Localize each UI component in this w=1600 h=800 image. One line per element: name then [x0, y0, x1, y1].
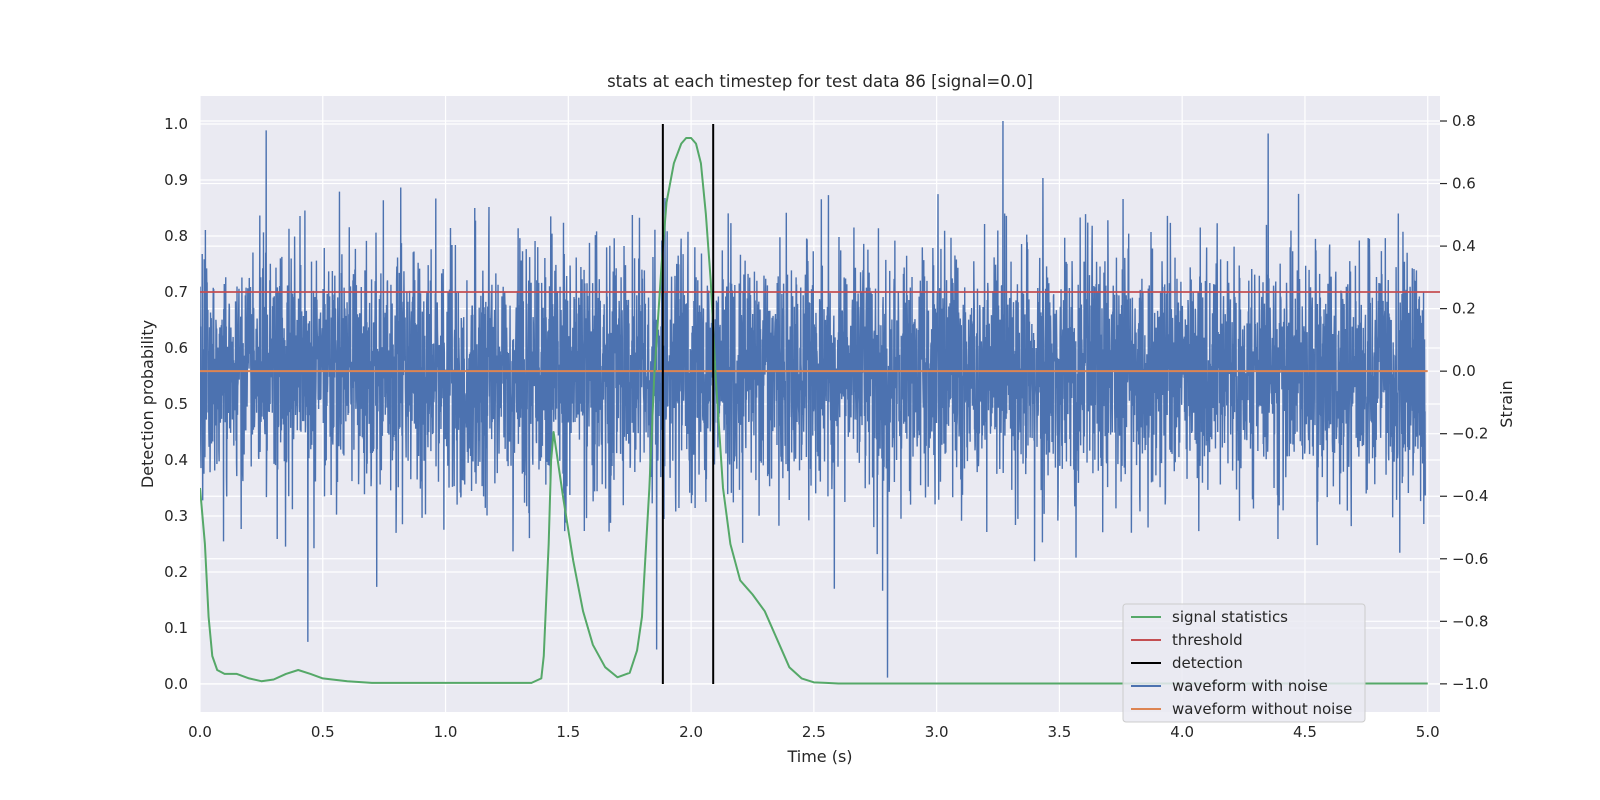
x-tick-label: 4.5: [1293, 723, 1317, 741]
y-right-tick-label: −0.8: [1452, 612, 1488, 630]
legend-label-clean: waveform without noise: [1172, 700, 1352, 718]
y-left-tick-label: 0.9: [164, 171, 188, 189]
y-right-tick-label: −0.2: [1452, 425, 1488, 443]
y-left-tick-label: 0.7: [164, 283, 188, 301]
y-left-tick-label: 0.8: [164, 227, 188, 245]
legend-label-noisy: waveform with noise: [1172, 677, 1328, 695]
series-signal-statistics: [200, 137, 1428, 685]
y-left-tick-label: 0.3: [164, 507, 188, 525]
y-right-tick-label: −0.4: [1452, 487, 1488, 505]
y-left-tick-label: 0.4: [164, 451, 188, 469]
legend-label-threshold: threshold: [1172, 631, 1243, 649]
y-right-tick-label: 0.8: [1452, 112, 1476, 130]
y-right-tick-label: 0.6: [1452, 175, 1476, 193]
y-right-tick-label: −0.6: [1452, 550, 1488, 568]
legend-box: [1122, 603, 1366, 723]
y-left-tick-label: 0.6: [164, 339, 188, 357]
x-tick-label: 5.0: [1416, 723, 1440, 741]
y-left-tick-label: 1.0: [164, 115, 188, 133]
y-axis-label-right: Strain: [1497, 380, 1516, 427]
x-tick-label: 0.0: [188, 723, 212, 741]
legend: signal statistics threshold detection wa…: [1122, 603, 1366, 723]
y-left-tick-label: 0.2: [164, 563, 188, 581]
plot-layers: [200, 121, 1440, 685]
legend-label-signal: signal statistics: [1172, 608, 1288, 626]
x-tick-label: 3.5: [1047, 723, 1071, 741]
x-tick-label: 4.0: [1170, 723, 1194, 741]
y-left-tick-label: 0.0: [164, 675, 188, 693]
x-tick-label: 2.0: [679, 723, 703, 741]
y-axis-label-left: Detection probability: [138, 320, 157, 488]
y-left-tick-label: 0.1: [164, 619, 188, 637]
x-tick-label: 3.0: [925, 723, 949, 741]
x-tick-label: 1.0: [434, 723, 458, 741]
series-waveform-with-noise: [200, 121, 1426, 678]
legend-label-detection: detection: [1172, 654, 1243, 672]
x-tick-label: 1.5: [556, 723, 580, 741]
y-right-tick-label: 0.4: [1452, 237, 1476, 255]
y-right-tick-label: −1.0: [1452, 675, 1488, 693]
chart-title: stats at each timestep for test data 86 …: [607, 72, 1033, 91]
ticks: 0.0 0.5 1.0 1.5 2.0 2.5 3.0 3.5 4.0 4.5 5.0 0.0 0.1 0…: [164, 112, 1488, 741]
x-tick-label: 2.5: [802, 723, 826, 741]
x-tick-label: 0.5: [311, 723, 335, 741]
y-right-tick-label: 0.2: [1452, 300, 1476, 318]
y-right-tick-label: 0.0: [1452, 362, 1476, 380]
x-axis-label: Time (s): [786, 747, 852, 766]
y-left-tick-label: 0.5: [164, 395, 188, 413]
